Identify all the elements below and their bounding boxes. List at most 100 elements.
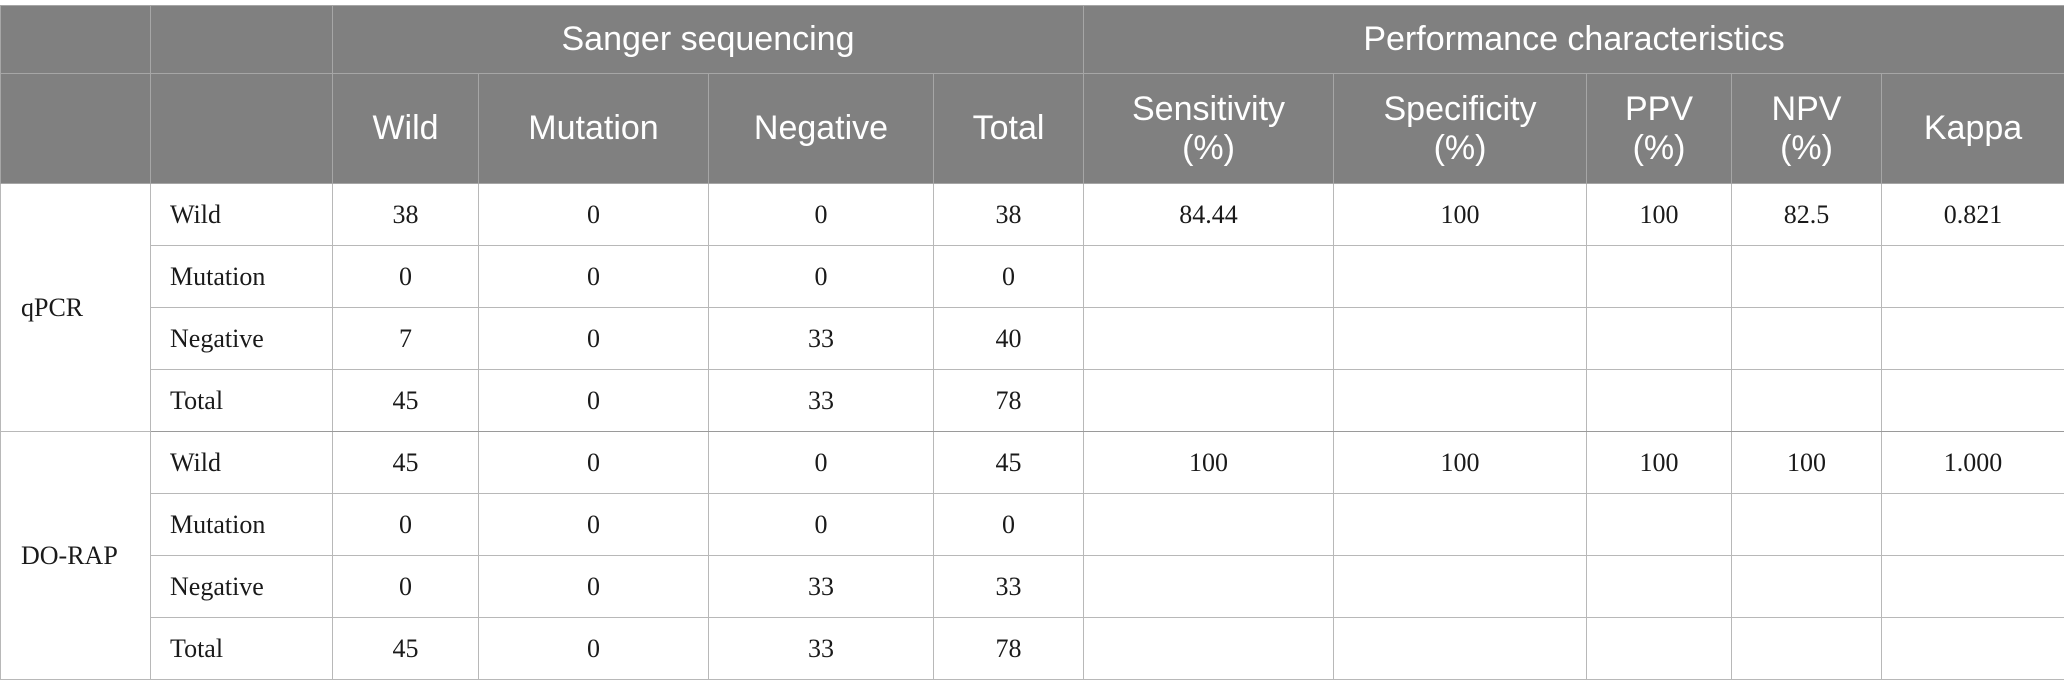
header-empty-cell bbox=[150, 5, 333, 74]
table-row: Total 45 0 33 78 bbox=[1, 617, 2064, 680]
cell-wild: 0 bbox=[332, 245, 479, 308]
cell-empty bbox=[1333, 245, 1588, 308]
cell-mutation: 0 bbox=[478, 555, 709, 618]
cell-empty bbox=[1731, 555, 1883, 618]
cell-empty bbox=[1586, 369, 1733, 432]
cell-total: 40 bbox=[932, 307, 1085, 370]
cell-negative: 0 bbox=[708, 245, 934, 308]
cell-empty bbox=[1083, 307, 1335, 370]
header-empty-cell bbox=[0, 5, 151, 74]
cell-ppv: 100 bbox=[1586, 431, 1733, 494]
cell-empty bbox=[1731, 245, 1883, 308]
cell-mutation: 0 bbox=[478, 245, 709, 308]
cell-empty bbox=[1586, 493, 1733, 556]
header-col-sensitivity-line1: Sensitivity bbox=[1131, 89, 1286, 128]
header-row-columns: Wild Mutation Negative Total Sensitivity… bbox=[0, 73, 2064, 184]
cell-wild: 7 bbox=[332, 307, 479, 370]
cell-empty bbox=[1333, 617, 1588, 680]
cell-negative: 33 bbox=[708, 369, 934, 432]
cell-total: 38 bbox=[932, 183, 1085, 246]
cell-negative: 33 bbox=[708, 555, 934, 618]
header-group-sanger: Sanger sequencing bbox=[331, 5, 1085, 74]
header-col-kappa: Kappa bbox=[1881, 73, 2064, 184]
header-col-specificity-line1: Specificity bbox=[1383, 89, 1537, 128]
header-col-mutation: Mutation bbox=[478, 73, 709, 184]
cell-sensitivity: 100 bbox=[1083, 431, 1335, 494]
cell-total: 0 bbox=[932, 245, 1085, 308]
table-row: Negative 0 0 33 33 bbox=[1, 555, 2064, 618]
cell-negative: 0 bbox=[708, 493, 934, 556]
table-body: qPCR Wild 38 0 0 38 84.44 100 100 82.5 0… bbox=[0, 183, 2064, 680]
group-label-do-rap: DO-RAP bbox=[0, 431, 151, 680]
cell-total: 78 bbox=[932, 369, 1085, 432]
cell-empty bbox=[1881, 369, 2064, 432]
cell-specificity: 100 bbox=[1333, 431, 1588, 494]
table-row: Total 45 0 33 78 bbox=[1, 369, 2064, 432]
cell-specificity: 100 bbox=[1333, 183, 1588, 246]
cell-ppv: 100 bbox=[1586, 183, 1733, 246]
cell-negative: 33 bbox=[708, 307, 934, 370]
row-label: Total bbox=[150, 617, 333, 680]
cell-empty bbox=[1586, 245, 1733, 308]
cell-empty bbox=[1881, 617, 2064, 680]
cell-npv: 100 bbox=[1731, 431, 1883, 494]
cell-empty bbox=[1333, 369, 1588, 432]
cell-empty bbox=[1881, 493, 2064, 556]
cell-empty bbox=[1881, 245, 2064, 308]
table-row: Mutation 0 0 0 0 bbox=[1, 245, 2064, 308]
header-col-ppv-line1: PPV bbox=[1624, 89, 1694, 128]
header-col-specificity: Specificity (%) bbox=[1333, 73, 1588, 184]
cell-empty bbox=[1333, 307, 1588, 370]
cell-negative: 0 bbox=[708, 183, 934, 246]
cell-mutation: 0 bbox=[478, 369, 709, 432]
cell-wild: 45 bbox=[332, 617, 479, 680]
cell-wild: 0 bbox=[332, 493, 479, 556]
cell-empty bbox=[1333, 493, 1588, 556]
header-col-wild: Wild bbox=[332, 73, 479, 184]
header-row-groups: Sanger sequencing Performance characteri… bbox=[0, 5, 2064, 74]
cell-mutation: 0 bbox=[478, 617, 709, 680]
cell-mutation: 0 bbox=[478, 183, 709, 246]
cell-total: 45 bbox=[932, 431, 1085, 494]
header-col-npv-line2: (%) bbox=[1780, 128, 1833, 167]
cell-negative: 0 bbox=[708, 431, 934, 494]
cell-empty bbox=[1731, 307, 1883, 370]
header-col-ppv: PPV (%) bbox=[1586, 73, 1733, 184]
cell-empty bbox=[1083, 245, 1335, 308]
cell-empty bbox=[1881, 555, 2064, 618]
table-row: Negative 7 0 33 40 bbox=[1, 307, 2064, 370]
cell-empty bbox=[1333, 555, 1588, 618]
cell-wild: 45 bbox=[332, 369, 479, 432]
cell-total: 78 bbox=[932, 617, 1085, 680]
header-col-sensitivity-line2: (%) bbox=[1182, 128, 1235, 167]
header-empty-cell bbox=[0, 73, 151, 184]
row-label: Negative bbox=[150, 555, 333, 618]
header-col-negative: Negative bbox=[708, 73, 934, 184]
row-label: Mutation bbox=[150, 245, 333, 308]
cell-mutation: 0 bbox=[478, 307, 709, 370]
row-label: Negative bbox=[150, 307, 333, 370]
row-label: Wild bbox=[150, 183, 333, 246]
cell-negative: 33 bbox=[708, 617, 934, 680]
header-group-performance: Performance characteristics bbox=[1083, 5, 2064, 74]
cell-empty bbox=[1586, 617, 1733, 680]
table-row: Mutation 0 0 0 0 bbox=[1, 493, 2064, 556]
table-row: qPCR Wild 38 0 0 38 84.44 100 100 82.5 0… bbox=[0, 183, 2064, 432]
cell-wild: 0 bbox=[332, 555, 479, 618]
cell-empty bbox=[1083, 493, 1335, 556]
cell-mutation: 0 bbox=[478, 431, 709, 494]
row-label: Total bbox=[150, 369, 333, 432]
cell-empty bbox=[1083, 369, 1335, 432]
header-col-npv-line1: NPV bbox=[1771, 89, 1842, 128]
cell-npv: 82.5 bbox=[1731, 183, 1883, 246]
cell-total: 33 bbox=[932, 555, 1085, 618]
results-table: Sanger sequencing Performance characteri… bbox=[0, 5, 2064, 680]
cell-sensitivity: 84.44 bbox=[1083, 183, 1335, 246]
cell-empty bbox=[1586, 307, 1733, 370]
cell-wild: 38 bbox=[332, 183, 479, 246]
row-label: Mutation bbox=[150, 493, 333, 556]
cell-empty bbox=[1586, 555, 1733, 618]
header-col-ppv-line2: (%) bbox=[1632, 128, 1686, 167]
cell-empty bbox=[1083, 617, 1335, 680]
cell-empty bbox=[1731, 369, 1883, 432]
